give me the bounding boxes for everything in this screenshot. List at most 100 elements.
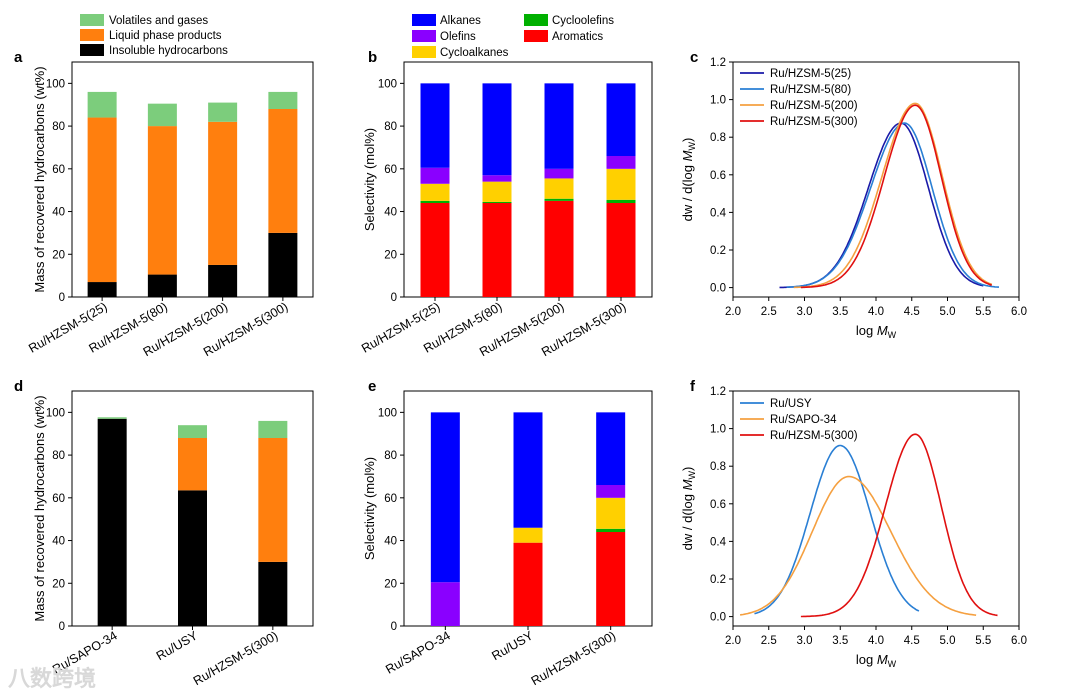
y-tick-label-b-1: 20 <box>384 249 397 261</box>
x-tick-label-c-8: 6.0 <box>1011 306 1027 318</box>
bar-d-0-0 <box>97 418 127 626</box>
series-line-c-1 <box>786 122 999 288</box>
legend-label-c-3: Ru/HZSM-5(300) <box>770 116 858 128</box>
y-tick-label-a-0: 0 <box>59 292 65 304</box>
panel-c: c 0.0 0.2 0.4 0.6 0.8 1.0 1.2 2.0 2.5 3.0 3.5 4.0 4.5… <box>680 49 1027 340</box>
legend-label-b-1: Cycloolefins <box>552 15 614 27</box>
bar-d-2-0 <box>258 561 288 626</box>
bar-a-1-0 <box>147 274 177 297</box>
legend-label-a-2: Insoluble hydrocarbons <box>109 45 228 57</box>
legend-swatch-b-0 <box>412 14 436 26</box>
series-line-f-1 <box>739 475 977 616</box>
y-axis-label-a: Mass of recovered hydrocarbons (wt%) <box>32 66 47 292</box>
bar-a-0-1 <box>87 117 117 283</box>
y-axis-label-italic-f: M <box>680 479 695 490</box>
x-tick-label-e-0: Ru/SAPO-34 <box>383 628 453 676</box>
y-axis-label-end-c: ) <box>680 138 695 142</box>
x-axis-label-italic-c: M <box>877 323 888 338</box>
bar-a-1-2 <box>147 103 177 127</box>
bar-a-2-0 <box>208 264 238 297</box>
y-tick-label-c-4: 0.8 <box>710 132 726 144</box>
legend-label-f-1: Ru/SAPO-34 <box>770 414 837 426</box>
bar-b-1-3 <box>482 175 512 182</box>
x-tick-label-f-1: 2.5 <box>761 635 777 647</box>
x-axis-label-text-f: log <box>856 652 877 667</box>
bar-d-1-2 <box>178 425 207 438</box>
bar-b-3-2 <box>606 168 636 200</box>
x-axis-label-c: log MW <box>856 323 897 340</box>
bar-b-3-3 <box>606 156 636 169</box>
y-tick-label-d-1: 20 <box>52 578 65 590</box>
legend-label-c-0: Ru/HZSM-5(25) <box>770 68 851 80</box>
bar-b-1-4 <box>482 83 512 176</box>
bar-e-2-3 <box>596 485 626 498</box>
y-tick-label-a-1: 20 <box>52 249 65 261</box>
x-tick-label-c-1: 2.5 <box>761 306 777 318</box>
y-tick-label-f-3: 0.6 <box>710 499 726 511</box>
y-tick-label-a-4: 80 <box>52 121 65 133</box>
y-tick-label-c-6: 1.2 <box>710 57 726 69</box>
panel-letter-e: e <box>368 378 376 395</box>
bar-b-1-1 <box>482 201 512 203</box>
bar-e-0-3 <box>430 582 460 626</box>
bar-b-0-2 <box>420 183 450 201</box>
bar-e-0-4 <box>430 412 460 583</box>
x-tick-label-c-4: 4.0 <box>868 306 884 318</box>
bar-b-2-1 <box>544 198 574 201</box>
legend-swatch-a-2 <box>80 44 104 56</box>
x-axis-label-italic-f: M <box>877 652 888 667</box>
legend-label-b-2: Olefins <box>440 31 476 43</box>
x-axis-label-sub-f: W <box>888 659 897 669</box>
x-tick-label-c-5: 4.5 <box>904 306 920 318</box>
bar-b-0-0 <box>420 203 450 297</box>
series-line-f-2 <box>800 433 998 618</box>
y-tick-label-e-1: 20 <box>384 578 397 590</box>
y-tick-label-a-2: 40 <box>52 207 65 219</box>
bar-b-0-1 <box>420 200 450 203</box>
bar-d-1-1 <box>178 438 207 491</box>
series-line-c-3 <box>800 104 992 289</box>
series-line-c-0 <box>779 122 984 289</box>
bar-b-2-3 <box>544 168 574 179</box>
y-axis-label-c: dw / d(log MW) <box>680 138 697 222</box>
bar-b-1-0 <box>482 203 512 297</box>
x-axis-label-text-c: log <box>856 323 877 338</box>
bar-b-3-1 <box>606 199 636 203</box>
bar-e-2-1 <box>596 528 626 532</box>
x-tick-label-f-5: 4.5 <box>904 635 920 647</box>
legend-swatch-a-0 <box>80 14 104 26</box>
bar-b-2-2 <box>544 178 574 199</box>
bar-b-3-0 <box>606 203 636 297</box>
bar-e-1-0 <box>513 542 543 626</box>
x-tick-label-d-2: Ru/HZSM-5(300) <box>191 628 280 688</box>
bar-a-3-1 <box>268 109 298 233</box>
y-axis-label-sub-c: W <box>687 142 697 151</box>
y-tick-label-d-2: 40 <box>52 536 65 548</box>
bar-e-2-2 <box>596 497 626 529</box>
y-tick-label-c-2: 0.4 <box>710 207 727 219</box>
y-tick-label-e-2: 40 <box>384 536 397 548</box>
x-tick-label-c-0: 2.0 <box>725 306 741 318</box>
y-axis-label-text-f: dw / d(log <box>680 490 695 550</box>
y-tick-label-d-0: 0 <box>59 621 65 633</box>
y-axis-label-f: dw / d(log MW) <box>680 467 697 551</box>
y-axis-label-b: Selectivity (mol%) <box>362 128 377 231</box>
x-tick-label-c-2: 3.0 <box>797 306 813 318</box>
panel-letter-a: a <box>14 49 23 66</box>
x-tick-label-f-3: 3.5 <box>832 635 848 647</box>
y-tick-label-f-0: 0.0 <box>710 612 726 624</box>
bar-a-0-0 <box>87 282 117 297</box>
panel-letter-f: f <box>690 378 696 395</box>
y-tick-label-e-5: 100 <box>378 407 397 419</box>
y-tick-label-a-5: 100 <box>46 78 65 90</box>
x-tick-label-e-2: Ru/HZSM-5(300) <box>529 628 618 688</box>
bar-e-1-4 <box>513 412 543 528</box>
legend-swatch-b-1 <box>524 14 548 26</box>
x-tick-label-e-1: Ru/USY <box>489 628 536 663</box>
x-tick-label-f-4: 4.0 <box>868 635 884 647</box>
legend-label-a-1: Liquid phase products <box>109 30 222 42</box>
bar-d-2-1 <box>258 438 288 562</box>
panel-letter-b: b <box>368 49 377 66</box>
